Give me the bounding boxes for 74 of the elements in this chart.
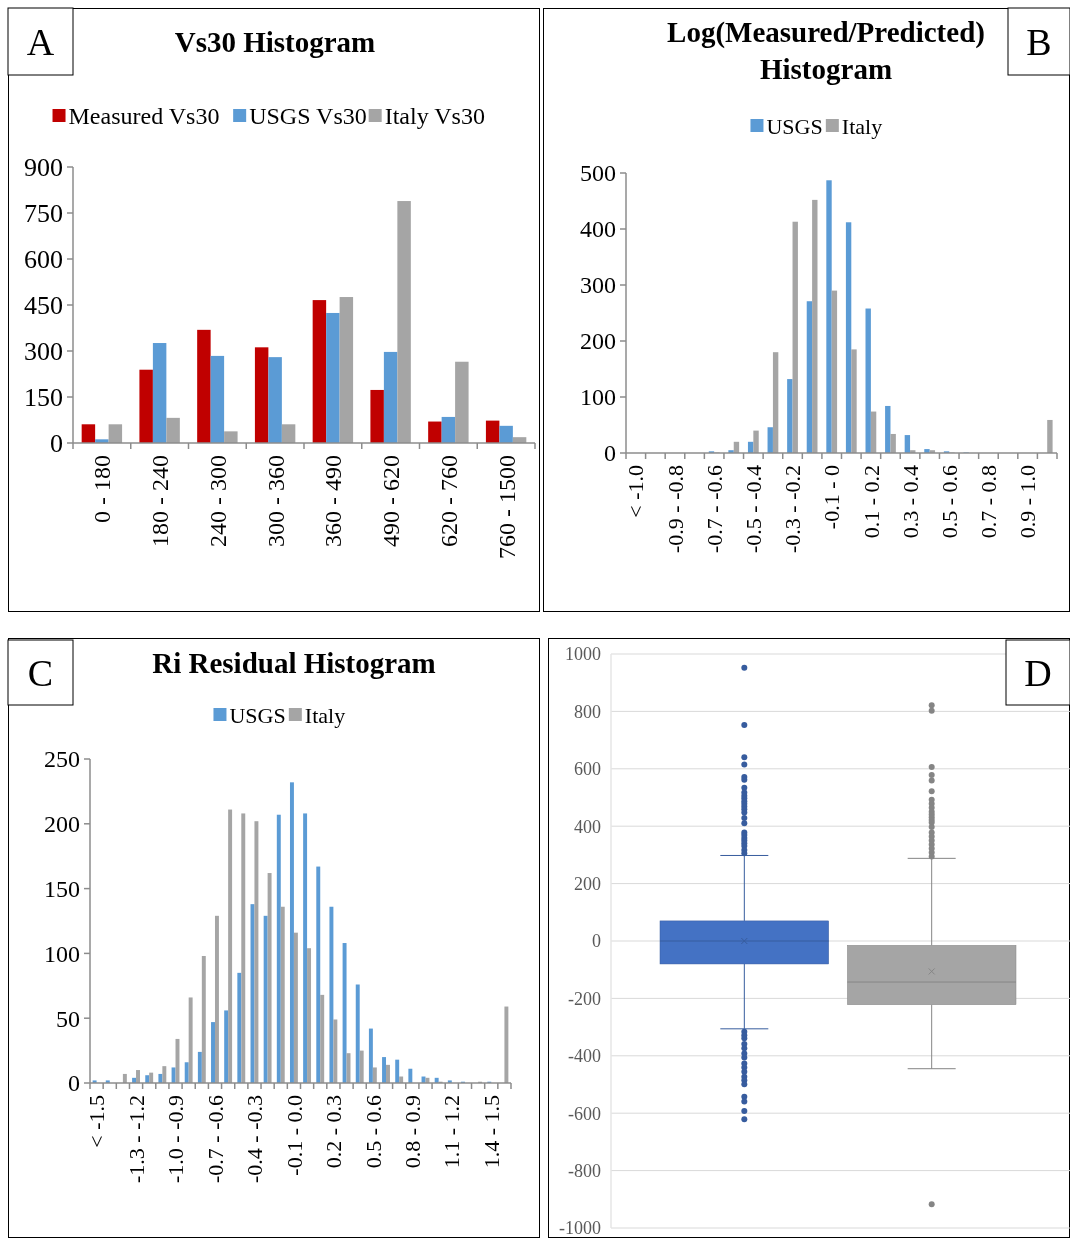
y-tick-label: 200 xyxy=(574,873,601,894)
legend-label: Italy Vs30 xyxy=(384,103,485,129)
x-tick-label: 1.1 - 1.2 xyxy=(439,1095,465,1169)
y-tick-label: 0 xyxy=(50,429,63,459)
y-tick-label: 200 xyxy=(44,811,80,838)
x-tick-label: 0.5 - 0.6 xyxy=(360,1095,386,1169)
x-tick-label: 620 - 760 xyxy=(435,455,462,547)
x-tick-label: 360 - 490 xyxy=(320,455,347,547)
x-tick-label: -0.5 - -0.4 xyxy=(741,465,767,553)
y-tick-label: 750 xyxy=(24,199,63,229)
x-tick-label: -0.1 - 0 xyxy=(819,465,845,530)
x-tick-label: 300 - 360 xyxy=(262,455,289,547)
legend-label: Italy xyxy=(304,703,346,728)
x-tick-label: 180 - 240 xyxy=(147,455,174,547)
x-tick-label: -1.0 - -0.9 xyxy=(163,1095,189,1183)
x-tick-label: 0.1 - 0.2 xyxy=(858,465,884,539)
x-tick-label: 760 - 1500 xyxy=(493,455,520,559)
legend-label: USGS xyxy=(766,114,823,139)
y-tick-label: 100 xyxy=(580,384,616,411)
y-tick-label: -600 xyxy=(568,1103,601,1124)
x-tick-label: -0.1 - 0.0 xyxy=(281,1095,307,1176)
legend-label: Measured Vs30 xyxy=(68,103,220,129)
x-tick-label: 0.8 - 0.9 xyxy=(400,1095,426,1169)
y-tick-label: 0 xyxy=(68,1070,80,1097)
y-tick-label: 150 xyxy=(24,383,63,413)
x-tick-label: 0 - 180 xyxy=(89,455,116,523)
chart-title: Vs30 Histogram xyxy=(174,26,376,58)
y-tick-label: -800 xyxy=(568,1160,601,1181)
y-tick-label: 600 xyxy=(574,759,601,780)
text: C xyxy=(27,651,54,694)
x-tick-label: 0.7 - 0.8 xyxy=(976,465,1002,539)
x-tick-label: -0.7 - -0.6 xyxy=(701,465,727,553)
y-tick-label: 450 xyxy=(24,291,63,321)
chart-title: Log(Measured/Predicted) Histogram xyxy=(667,16,985,85)
x-tick-label: -0.4 - -0.3 xyxy=(242,1095,268,1183)
x-tick-label: -0.3 - -0.2 xyxy=(780,465,806,553)
y-tick-label: 800 xyxy=(574,701,601,722)
y-tick-label: 400 xyxy=(574,816,601,837)
y-tick-label: 100 xyxy=(44,940,80,967)
legend-label: Italy xyxy=(841,114,883,139)
y-tick-label: 400 xyxy=(580,216,616,243)
x-tick-label: 0.5 - 0.6 xyxy=(936,465,962,539)
x-tick-label: 0.3 - 0.4 xyxy=(897,465,923,539)
y-tick-label: -400 xyxy=(568,1046,601,1067)
y-tick-label: 300 xyxy=(24,337,63,367)
y-tick-label: 900 xyxy=(24,153,63,183)
y-tick-label: 300 xyxy=(580,272,616,299)
x-tick-label: 490 - 620 xyxy=(378,455,405,547)
y-tick-label: 50 xyxy=(56,1005,80,1032)
text: B xyxy=(1026,20,1052,63)
y-tick-label: 200 xyxy=(580,328,616,355)
x-tick-label: -0.9 - -0.8 xyxy=(662,465,688,553)
legend-label: USGS Vs30 xyxy=(249,103,367,129)
x-tick-label: 0.2 - 0.3 xyxy=(321,1095,347,1169)
y-tick-label: 500 xyxy=(580,160,616,187)
x-tick-label: 0.9 - 1.0 xyxy=(1015,465,1041,539)
x-tick-label: -1.3 - -1.2 xyxy=(123,1095,149,1183)
y-tick-label: -200 xyxy=(568,988,601,1009)
x-tick-label: 1.4 - 1.5 xyxy=(478,1095,504,1169)
y-tick-label: 600 xyxy=(24,245,63,275)
annotation: D xyxy=(1024,651,1052,694)
y-tick-label: -1000 xyxy=(559,1218,601,1238)
x-tick-label: -0.7 - -0.6 xyxy=(202,1095,228,1183)
chart-title: Ri Residual Histogram xyxy=(152,647,436,679)
y-tick-label: 0 xyxy=(604,440,616,467)
y-tick-label: 150 xyxy=(44,876,80,902)
y-tick-label: 1000 xyxy=(565,644,601,665)
y-tick-label: 250 xyxy=(44,746,80,773)
legend-label: USGS xyxy=(229,703,286,728)
x-tick-label: < -1.0 xyxy=(623,465,649,518)
x-tick-label: < -1.5 xyxy=(84,1095,110,1148)
text: A xyxy=(26,20,55,63)
x-tick-label: 240 - 300 xyxy=(204,455,231,547)
y-tick-label: 0 xyxy=(592,931,601,952)
